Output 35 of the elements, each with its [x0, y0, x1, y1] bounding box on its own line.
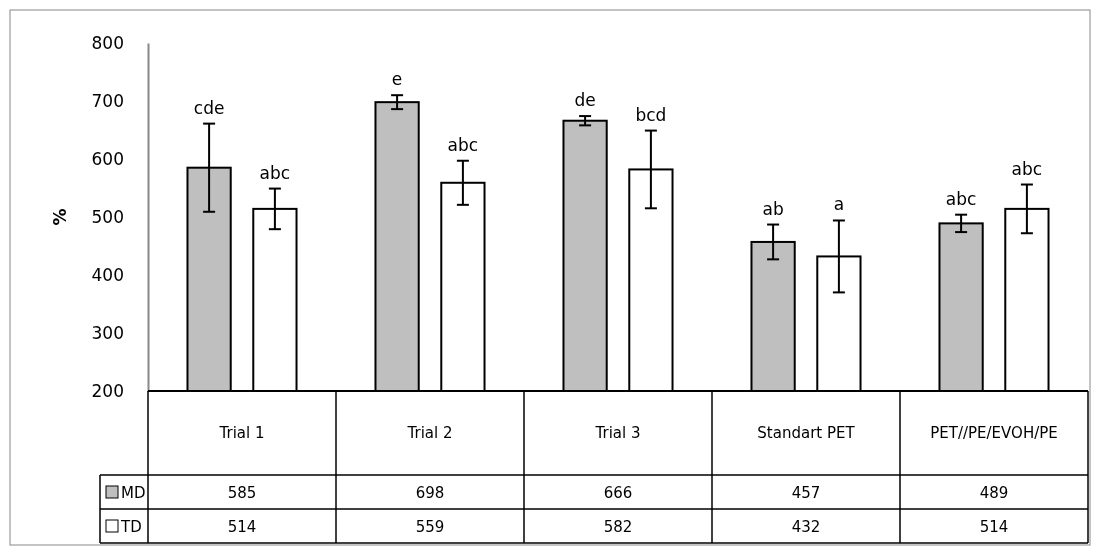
annotation: abc: [1011, 158, 1043, 179]
data-label: 698: [415, 484, 445, 502]
legend-label: TD: [120, 518, 142, 536]
y-tick-label: 200: [91, 380, 124, 401]
y-tick-label: 400: [91, 264, 124, 285]
annotation: a: [833, 194, 845, 215]
annotation: cde: [193, 97, 225, 118]
annotation: e: [391, 69, 403, 90]
y-tick-label: 800: [91, 32, 124, 53]
x-tick-label: Trial 3: [594, 424, 641, 442]
annotation: ab: [762, 198, 784, 219]
y-tick-label: 300: [91, 322, 124, 343]
y-tick-label: 600: [91, 148, 124, 169]
data-label: 432: [791, 518, 821, 536]
y-tick-label: 700: [91, 90, 124, 111]
y-tick-label: 500: [91, 206, 124, 227]
annotation: de: [574, 90, 596, 111]
y-axis-title: %: [50, 208, 70, 226]
x-tick-label: Standart PET: [757, 424, 856, 442]
annotation: abc: [259, 162, 291, 183]
data-label: 585: [227, 484, 257, 502]
data-label: 559: [415, 518, 445, 536]
legend-label: MD: [121, 484, 146, 502]
annotation: abc: [945, 188, 977, 209]
data-label: 514: [979, 518, 1009, 536]
x-tick-label: PET//PE/EVOH/PE: [930, 424, 1058, 442]
x-tick-label: Trial 2: [406, 424, 453, 442]
data-label: 666: [603, 484, 633, 502]
data-label: 489: [979, 484, 1009, 502]
annotation: abc: [447, 134, 479, 155]
x-tick-label: Trial 1: [218, 424, 265, 442]
data-label: 457: [791, 484, 821, 502]
data-label: 582: [603, 518, 633, 536]
data-label: 514: [227, 518, 257, 536]
annotation: bcd: [635, 104, 667, 125]
